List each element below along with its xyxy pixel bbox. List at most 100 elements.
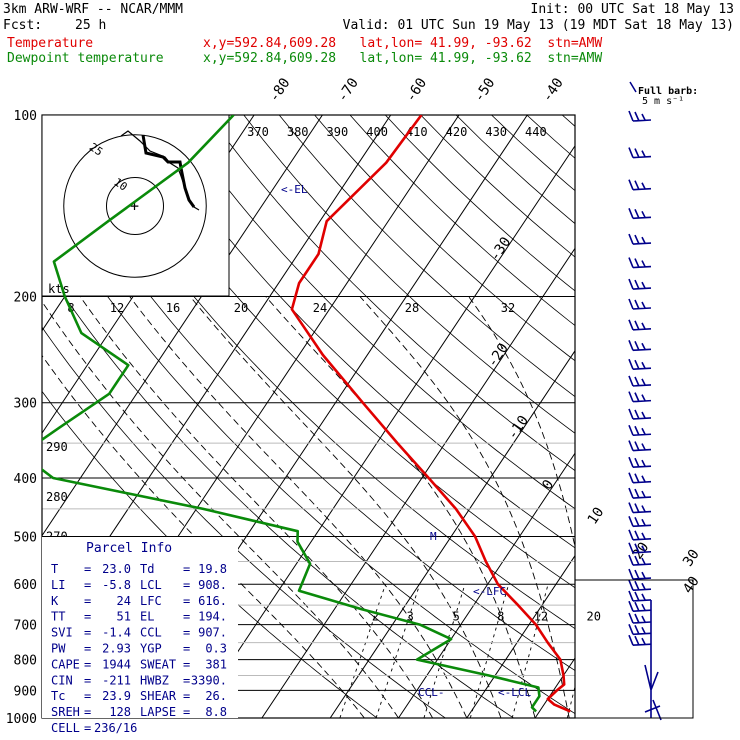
parcel-info-cell: PW xyxy=(51,642,66,656)
wind-barb xyxy=(628,110,652,122)
pressure-tick-label: 900 xyxy=(14,684,37,699)
header-model: 3km ARW-WRF -- NCAR/MMM xyxy=(3,2,184,17)
temperature-location: x,y=592.84,609.28 lat,lon= 41.99, -93.62… xyxy=(203,36,603,51)
temperature-axis-label: -60 xyxy=(403,75,430,105)
pressure-tick-label: 800 xyxy=(14,654,37,669)
isotherm-line xyxy=(329,349,575,718)
mixing-ratio-label: 3 xyxy=(407,610,414,624)
kts-value-label: 24 xyxy=(313,301,327,315)
parcel-info-cell: Tc xyxy=(51,689,65,703)
dry-adiabat-line xyxy=(455,115,575,225)
parcel-info-cell: 1944 xyxy=(102,657,131,671)
temperature-axis-label: -40 xyxy=(539,75,566,105)
temperature-axis-label: -80 xyxy=(266,75,293,105)
pressure-tick-label: 600 xyxy=(14,578,37,593)
mixing-ratio-line xyxy=(469,584,510,718)
temperature-axis-label: -50 xyxy=(471,75,498,105)
isotherm-line xyxy=(672,115,740,718)
wind-barb xyxy=(628,600,652,612)
dry-adiabat-line xyxy=(420,115,575,258)
parcel-info-cell: -5.8 xyxy=(102,578,131,592)
hodograph-trace-thick xyxy=(141,134,196,208)
parcel-info-cell: CIN xyxy=(51,673,73,687)
parcel-info-cell: CCL xyxy=(140,626,162,640)
theta-axis-label: 370 xyxy=(247,125,269,139)
pressure-tick-label: 400 xyxy=(14,472,37,487)
plot-frame xyxy=(41,114,576,719)
hodograph-ring xyxy=(63,134,207,278)
parcel-info-cell: 8.8 xyxy=(205,705,227,719)
parcel-info-cell: -211 xyxy=(102,673,131,687)
level-annotation: CCL- xyxy=(418,686,445,699)
dry-adiabat-line xyxy=(314,115,575,362)
wind-barb xyxy=(628,233,652,245)
parcel-info-equals: = xyxy=(84,642,91,656)
wind-barb xyxy=(628,568,652,580)
wind-barb xyxy=(628,590,652,602)
wind-barb xyxy=(628,424,652,437)
pressure-tick-label: 1000 xyxy=(6,712,37,727)
temperature-legend-label: Temperature xyxy=(7,36,94,51)
parcel-info-equals: = xyxy=(183,610,190,624)
parcel-info-cell: 194. xyxy=(198,610,227,624)
mixing-ratio-line xyxy=(423,584,466,718)
wind-barb xyxy=(628,472,652,484)
isotherm-line xyxy=(42,115,323,537)
temperature-axis-label: 30 xyxy=(680,547,703,570)
parcel-info-cell: 0.3 xyxy=(205,642,227,656)
header-valid: Valid: 01 UTC Sun 19 May 13 (19 MDT Sat … xyxy=(342,18,734,33)
theta-axis-label: 400 xyxy=(366,125,388,139)
parcel-info-cell: 3390. xyxy=(191,673,227,687)
dry-adiabat-line xyxy=(172,115,575,510)
parcel-info-cell: 24 xyxy=(117,594,131,608)
mixing-ratio-label: 20 xyxy=(587,610,601,624)
wind-barb xyxy=(628,542,652,554)
parcel-info-cell: 19.8 xyxy=(198,562,227,576)
parcel-info-cell: HWBZ xyxy=(140,673,169,687)
wind-barb-legend-title: Full barb: xyxy=(638,86,698,97)
theta-axis-label: 430 xyxy=(485,125,507,139)
hodograph-ring-label: 10 xyxy=(111,175,129,193)
level-annotation: <-EL xyxy=(281,183,308,196)
parcel-info-cell: K xyxy=(51,594,59,608)
parcel-info-equals: = xyxy=(84,721,91,735)
wind-barb-legend-icon xyxy=(629,81,637,93)
dry-adiabat-line xyxy=(704,115,740,718)
wind-barb xyxy=(628,375,652,387)
dry-adiabat-line xyxy=(385,115,575,292)
wind-barb xyxy=(628,612,652,624)
parcel-info-cell: 908. xyxy=(198,578,227,592)
wind-barb xyxy=(628,440,652,452)
pressure-tick-label: 300 xyxy=(14,397,37,412)
dewpoint-profile-line xyxy=(42,115,541,713)
wind-barb-low-levels xyxy=(644,600,662,721)
parcel-info-equals: = xyxy=(183,673,190,687)
parcel-info-equals: = xyxy=(84,594,91,608)
mixing-ratio-label: 2 xyxy=(372,610,379,624)
wind-barb xyxy=(628,298,652,310)
wind-barb xyxy=(628,408,652,420)
parcel-info-cell: CAPE xyxy=(51,657,80,671)
temperature-axis-label: 40 xyxy=(680,574,703,597)
parcel-info-equals: = xyxy=(84,705,91,719)
temperature-axis-label: 0 xyxy=(539,477,557,493)
mixing-ratio-label: 8 xyxy=(497,610,504,624)
parcel-info-equals: = xyxy=(84,610,91,624)
theta-axis-label: 390 xyxy=(327,125,349,139)
parcel-info-cell: SHEAR xyxy=(140,689,177,703)
hodograph-ring xyxy=(106,177,164,235)
parcel-info-title: Parcel Info xyxy=(86,541,172,556)
dry-adiabat-line xyxy=(278,115,575,398)
wind-barb xyxy=(628,554,652,566)
wind-barb xyxy=(628,515,652,528)
parcel-info-cell: LFC xyxy=(140,594,162,608)
parcel-info-cell: 381 xyxy=(205,657,227,671)
parcel-info-cell: TT xyxy=(51,610,65,624)
kts-value-label: 28 xyxy=(405,301,419,315)
isotherm-line xyxy=(398,452,575,718)
parcel-info-cell: SREH xyxy=(51,705,80,719)
wind-barb xyxy=(628,456,652,468)
temperature-axis-label: -10 xyxy=(505,413,532,443)
dry-adiabat-line xyxy=(491,115,575,192)
hodograph-panel xyxy=(41,114,230,297)
